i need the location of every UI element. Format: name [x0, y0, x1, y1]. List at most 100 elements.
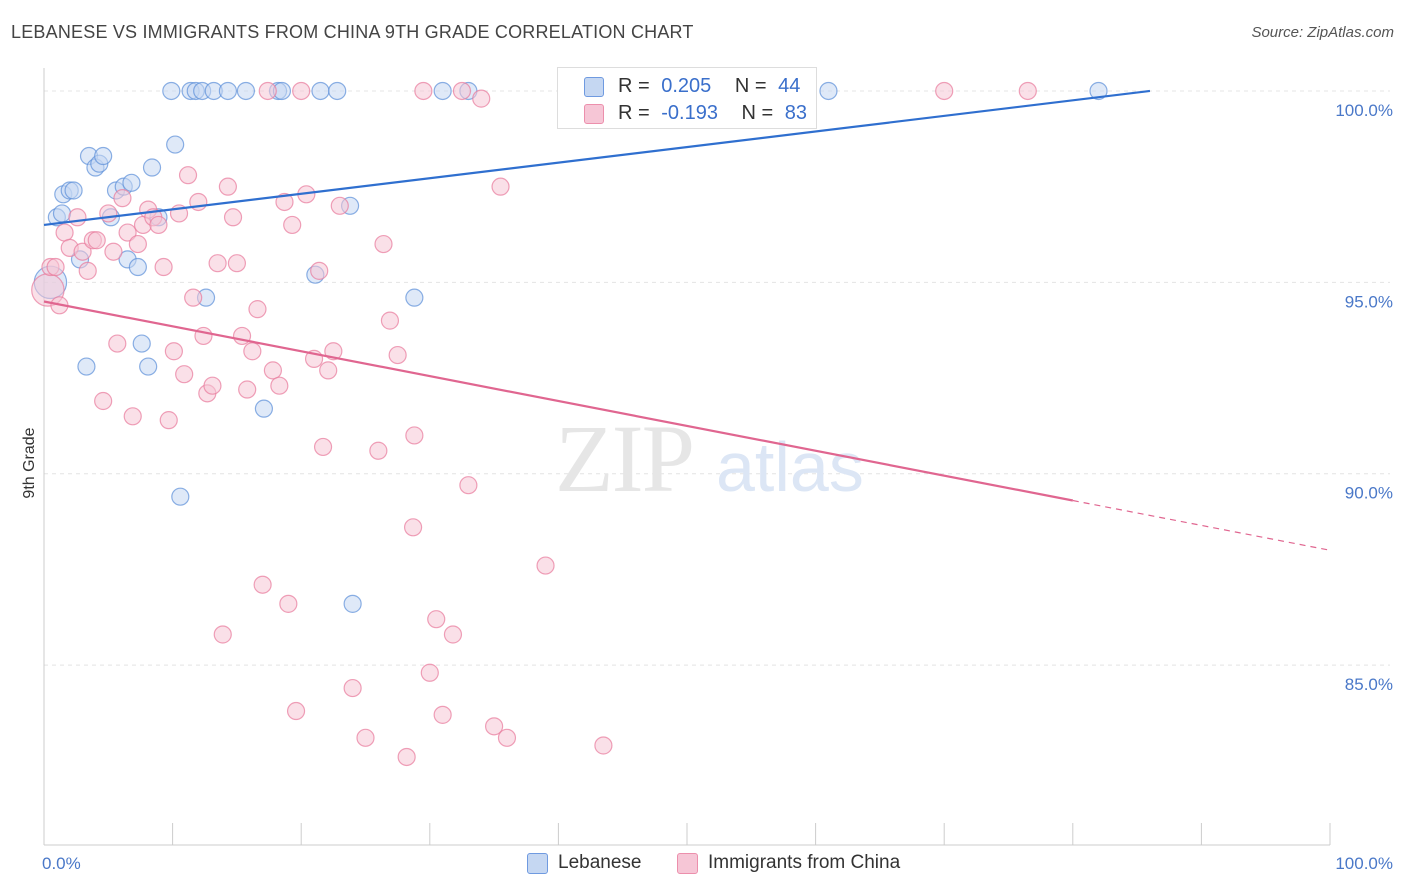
- data-point: [194, 326, 213, 346]
- data-point: [227, 254, 246, 273]
- data-point: [935, 81, 954, 101]
- data-point: [319, 361, 338, 380]
- data-point: [1018, 81, 1037, 101]
- data-point: [223, 208, 243, 227]
- data-point: [356, 728, 375, 747]
- data-point: [292, 81, 311, 101]
- legend-n-label: N =: [741, 102, 774, 124]
- data-point: [497, 728, 517, 747]
- bottom-legend-swatch-immigrants-from-china: [677, 853, 698, 874]
- data-point: [243, 342, 262, 361]
- trend-line-0: [43, 89, 1151, 227]
- data-point: [104, 242, 123, 261]
- data-point: [536, 556, 555, 575]
- data-point: [594, 736, 613, 755]
- legend-r-value-lebanese: 0.205: [661, 75, 712, 97]
- data-point: [128, 234, 147, 254]
- data-point: [46, 257, 65, 277]
- data-point: [433, 81, 452, 101]
- bottom-legend-label-lebanese: Lebanese: [558, 852, 642, 873]
- data-point: [78, 261, 97, 280]
- legend-r-label: R =: [618, 75, 650, 97]
- data-point: [149, 215, 168, 235]
- data-point: [68, 208, 87, 227]
- data-point: [369, 441, 388, 460]
- bottom-legend-swatch-lebanese: [527, 853, 548, 874]
- data-point: [310, 261, 329, 280]
- data-point: [283, 215, 302, 235]
- tick-labels: 85.0% 90.0% 95.0% 100.0% 0.0% 100.0%: [42, 101, 1393, 873]
- data-point: [248, 300, 267, 319]
- data-point: [159, 411, 178, 430]
- data-point: [218, 81, 237, 101]
- legend-swatch-immigrants-from-china: [584, 104, 604, 124]
- data-point: [184, 288, 203, 307]
- y-tick-label-85: 85.0%: [1345, 675, 1393, 694]
- data-point: [275, 192, 294, 212]
- data-point: [236, 81, 256, 101]
- x-tick-label-min: 0.0%: [42, 854, 81, 873]
- data-point: [128, 257, 147, 277]
- data-point: [1089, 81, 1108, 101]
- data-point: [213, 625, 232, 644]
- data-point: [472, 89, 491, 108]
- data-point: [113, 189, 132, 208]
- data-point: [154, 257, 173, 277]
- data-point: [313, 437, 333, 457]
- x-tick-label-max: 100.0%: [1335, 854, 1393, 873]
- y-tick-label-95: 95.0%: [1345, 292, 1393, 311]
- data-point: [164, 342, 183, 361]
- data-point: [123, 407, 142, 426]
- data-point: [485, 717, 504, 736]
- data-point: [414, 81, 433, 101]
- data-point: [175, 365, 194, 384]
- data-point: [132, 334, 151, 353]
- legend-n-label: N =: [734, 75, 767, 97]
- data-point: [403, 518, 423, 537]
- data-point: [142, 158, 162, 177]
- data-point: [218, 177, 237, 196]
- data-point: [270, 376, 289, 395]
- data-point: [178, 166, 198, 185]
- trend-lines: [43, 89, 1331, 551]
- data-point: [64, 181, 83, 200]
- data-point: [208, 254, 227, 273]
- legend-n-value-lebanese: 44: [778, 75, 801, 97]
- watermark-zip: ZIP: [555, 405, 693, 512]
- data-point: [324, 342, 343, 361]
- data-point: [203, 376, 222, 395]
- data-point: [374, 234, 393, 254]
- data-point: [139, 357, 158, 376]
- data-point: [99, 204, 118, 223]
- data-point: [166, 135, 185, 154]
- y-axis-title: 9th Grade: [21, 427, 38, 498]
- watermark-atlas: atlas: [716, 428, 864, 506]
- y-tick-label-90: 90.0%: [1345, 484, 1393, 503]
- data-point: [118, 223, 137, 242]
- source-credit: Source: ZipAtlas.com: [1251, 24, 1394, 41]
- data-point: [94, 146, 113, 166]
- legend-box: R = 0.205 N = 44 R = -0.193 N = 83: [557, 67, 817, 129]
- watermark: ZIP atlas: [555, 405, 864, 512]
- data-point: [254, 399, 274, 418]
- data-point: [171, 487, 190, 506]
- data-point: [108, 334, 127, 353]
- data-point: [427, 610, 446, 629]
- data-point: [420, 663, 439, 682]
- data-point: [405, 426, 424, 445]
- data-point: [87, 231, 106, 250]
- trend-line-1: [43, 300, 1074, 502]
- data-point: [819, 81, 838, 101]
- data-point: [443, 625, 463, 644]
- data-point: [162, 81, 181, 101]
- bottom-legend-label-immigrants-from-china: Immigrants from China: [708, 852, 901, 873]
- data-point: [73, 242, 92, 261]
- data-point: [343, 678, 362, 698]
- data-point: [258, 81, 277, 101]
- data-point: [238, 380, 257, 399]
- data-point: [52, 204, 72, 223]
- legend-r-label: R =: [618, 102, 650, 124]
- data-point: [55, 223, 74, 242]
- data-point: [330, 196, 349, 215]
